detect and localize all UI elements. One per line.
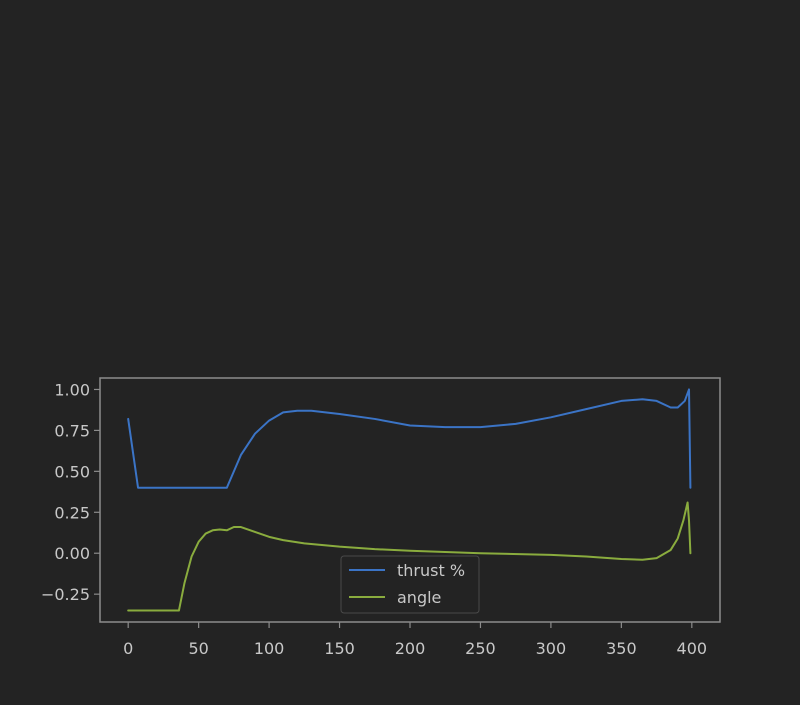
series-line-angle (127, 501, 692, 612)
legend-label: angle (397, 588, 441, 607)
y-tick-label: 1.00 (54, 380, 90, 399)
y-axis: −0.25 0.00 0.25 0.50 0.75 1.00 (41, 380, 100, 604)
x-tick-label: 200 (395, 639, 426, 658)
legend-label: thrust % (397, 561, 465, 580)
x-tick-label: 250 (465, 639, 496, 658)
x-tick-label: 100 (254, 639, 285, 658)
x-tick-label: 350 (606, 639, 637, 658)
y-tick-label: −0.25 (41, 585, 90, 604)
series-layer (127, 388, 692, 612)
x-tick-label: 0 (123, 639, 133, 658)
y-tick-label: 0.75 (54, 421, 90, 440)
y-tick-label: 0.00 (54, 544, 90, 563)
legend: thrust % angle (340, 555, 480, 614)
x-axis: 0 50 100 150 200 250 300 350 400 (123, 622, 707, 658)
x-tick-label: 300 (536, 639, 567, 658)
x-tick-label: 50 (188, 639, 208, 658)
y-tick-label: 0.25 (54, 503, 90, 522)
x-tick-label: 150 (324, 639, 355, 658)
series-line-thrust (127, 388, 692, 489)
y-tick-label: 0.50 (54, 462, 90, 481)
x-tick-label: 400 (677, 639, 708, 658)
